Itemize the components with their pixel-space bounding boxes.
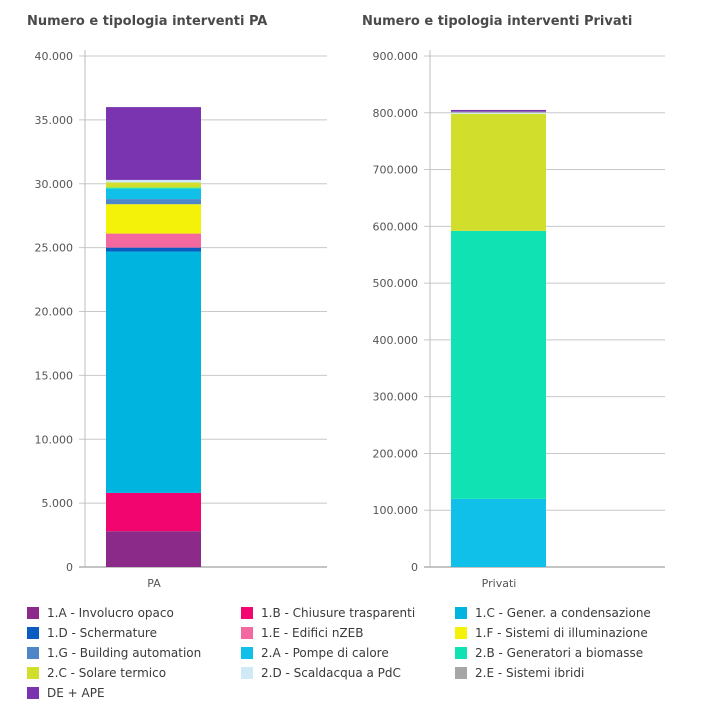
legend-label: 2.B - Generatori a biomasse bbox=[475, 645, 644, 660]
y-tick-label: 30.000 bbox=[35, 178, 74, 191]
y-tick-labels: 0 100.000 200.000 300.000 400.000 500.000 600.… bbox=[373, 50, 419, 574]
legend-item[interactable]: 1.A - Involucro opaco bbox=[27, 605, 241, 620]
legend-item[interactable]: 2.C - Solare termico bbox=[27, 665, 241, 680]
legend-item[interactable]: 2.D - Scaldacqua a PdC bbox=[241, 665, 455, 680]
bar-segment[interactable] bbox=[106, 531, 201, 567]
y-tick-label: 15.000 bbox=[35, 369, 74, 382]
legend-item[interactable]: 1.F - Sistemi di illuminazione bbox=[455, 625, 687, 640]
chart-pa: Numero e tipologia interventi PA 0 5.000 1… bbox=[27, 14, 327, 590]
y-tick-label: 700.000 bbox=[373, 164, 419, 177]
chart-privati: Numero e tipologia interventi Privati 0 1… bbox=[362, 14, 665, 590]
stacked-bar bbox=[451, 109, 546, 567]
legend-swatch bbox=[27, 686, 39, 699]
legend-swatch bbox=[455, 666, 467, 679]
legend-label: 1.A - Involucro opaco bbox=[47, 605, 174, 620]
legend-item[interactable]: 2.A - Pompe di calore bbox=[241, 645, 455, 660]
y-tick-label: 600.000 bbox=[373, 220, 419, 233]
legend-swatch bbox=[455, 626, 467, 639]
y-tick-label: 400.000 bbox=[373, 334, 419, 347]
bar-segment[interactable] bbox=[451, 113, 546, 231]
bar-segment[interactable] bbox=[451, 498, 546, 567]
legend-swatch bbox=[455, 606, 467, 619]
legend-item[interactable]: 1.G - Building automation bbox=[27, 645, 241, 660]
legend-label: 1.D - Schermature bbox=[47, 625, 157, 640]
stacked-bar bbox=[106, 107, 201, 567]
legend-swatch bbox=[455, 646, 467, 659]
legend-label: 1.F - Sistemi di illuminazione bbox=[475, 625, 648, 640]
bar-segment[interactable] bbox=[106, 233, 201, 248]
legend-label: 2.A - Pompe di calore bbox=[261, 645, 389, 660]
bar-segment[interactable] bbox=[106, 251, 201, 493]
bar-segment[interactable] bbox=[106, 204, 201, 234]
bar-segment[interactable] bbox=[106, 199, 201, 205]
legend-swatch bbox=[27, 666, 39, 679]
legend-label: 2.D - Scaldacqua a PdC bbox=[261, 665, 401, 680]
y-tick-label: 300.000 bbox=[373, 391, 419, 404]
legend-swatch bbox=[241, 626, 253, 639]
y-tick-label: 0 bbox=[411, 561, 418, 574]
legend: 1.A - Involucro opaco 1.B - Chiusure tras… bbox=[27, 605, 687, 700]
bar-segment[interactable] bbox=[106, 247, 201, 252]
legend-swatch bbox=[27, 646, 39, 659]
legend-item[interactable]: 1.E - Edifici nZEB bbox=[241, 625, 455, 640]
legend-label: 1.C - Gener. a condensazione bbox=[475, 605, 651, 620]
bar-segment[interactable] bbox=[106, 492, 201, 532]
legend-label: 1.E - Edifici nZEB bbox=[261, 625, 364, 640]
bar-segment[interactable] bbox=[106, 107, 201, 180]
y-tick-label: 10.000 bbox=[35, 433, 74, 446]
bar-segment[interactable] bbox=[451, 112, 546, 114]
bar-segment[interactable] bbox=[106, 182, 201, 188]
charts-area: Numero e tipologia interventi PA 0 5.000 1… bbox=[27, 14, 665, 590]
category-label: Privati bbox=[482, 577, 517, 590]
legend-item[interactable]: 2.B - Generatori a biomasse bbox=[455, 645, 687, 660]
legend-label: 1.G - Building automation bbox=[47, 645, 202, 660]
y-tick-label: 5.000 bbox=[42, 497, 74, 510]
chart-title: Numero e tipologia interventi Privati bbox=[362, 14, 632, 29]
y-tick-label: 0 bbox=[66, 561, 73, 574]
bar-segment[interactable] bbox=[451, 230, 546, 499]
y-tick-label: 35.000 bbox=[35, 114, 74, 127]
y-tick-labels: 0 5.000 10.000 15.000 20.000 25.000 30.000 35.0… bbox=[35, 50, 74, 574]
y-tick-label: 900.000 bbox=[373, 50, 419, 63]
legend-item[interactable]: 1.C - Gener. a condensazione bbox=[455, 605, 687, 620]
chart-title: Numero e tipologia interventi PA bbox=[27, 14, 267, 29]
legend-swatch bbox=[27, 606, 39, 619]
y-tick-label: 20.000 bbox=[35, 306, 74, 319]
legend-swatch bbox=[27, 626, 39, 639]
y-tick-label: 800.000 bbox=[373, 107, 419, 120]
legend-item[interactable]: 1.D - Schermature bbox=[27, 625, 241, 640]
legend-item[interactable]: DE + APE bbox=[27, 685, 241, 700]
legend-label: DE + APE bbox=[47, 685, 105, 700]
y-tick-label: 40.000 bbox=[35, 50, 74, 63]
legend-item[interactable]: 2.E - Sistemi ibridi bbox=[455, 665, 687, 680]
bar-segment[interactable] bbox=[451, 109, 546, 112]
bar-segment[interactable] bbox=[106, 188, 201, 200]
legend-label: 1.B - Chiusure trasparenti bbox=[261, 605, 416, 620]
legend-label: 2.E - Sistemi ibridi bbox=[475, 665, 585, 680]
y-tick-label: 25.000 bbox=[35, 242, 74, 255]
legend-swatch bbox=[241, 666, 253, 679]
legend-item[interactable]: 1.B - Chiusure trasparenti bbox=[241, 605, 455, 620]
y-tick-label: 200.000 bbox=[373, 447, 419, 460]
legend-swatch bbox=[241, 646, 253, 659]
bar-segment[interactable] bbox=[451, 111, 546, 113]
category-label: PA bbox=[147, 577, 161, 590]
bar-segment[interactable] bbox=[106, 179, 201, 183]
legend-swatch bbox=[241, 606, 253, 619]
bar-segment[interactable] bbox=[106, 187, 201, 189]
y-tick-label: 500.000 bbox=[373, 277, 419, 290]
legend-label: 2.C - Solare termico bbox=[47, 665, 167, 680]
y-tick-label: 100.000 bbox=[373, 504, 419, 517]
